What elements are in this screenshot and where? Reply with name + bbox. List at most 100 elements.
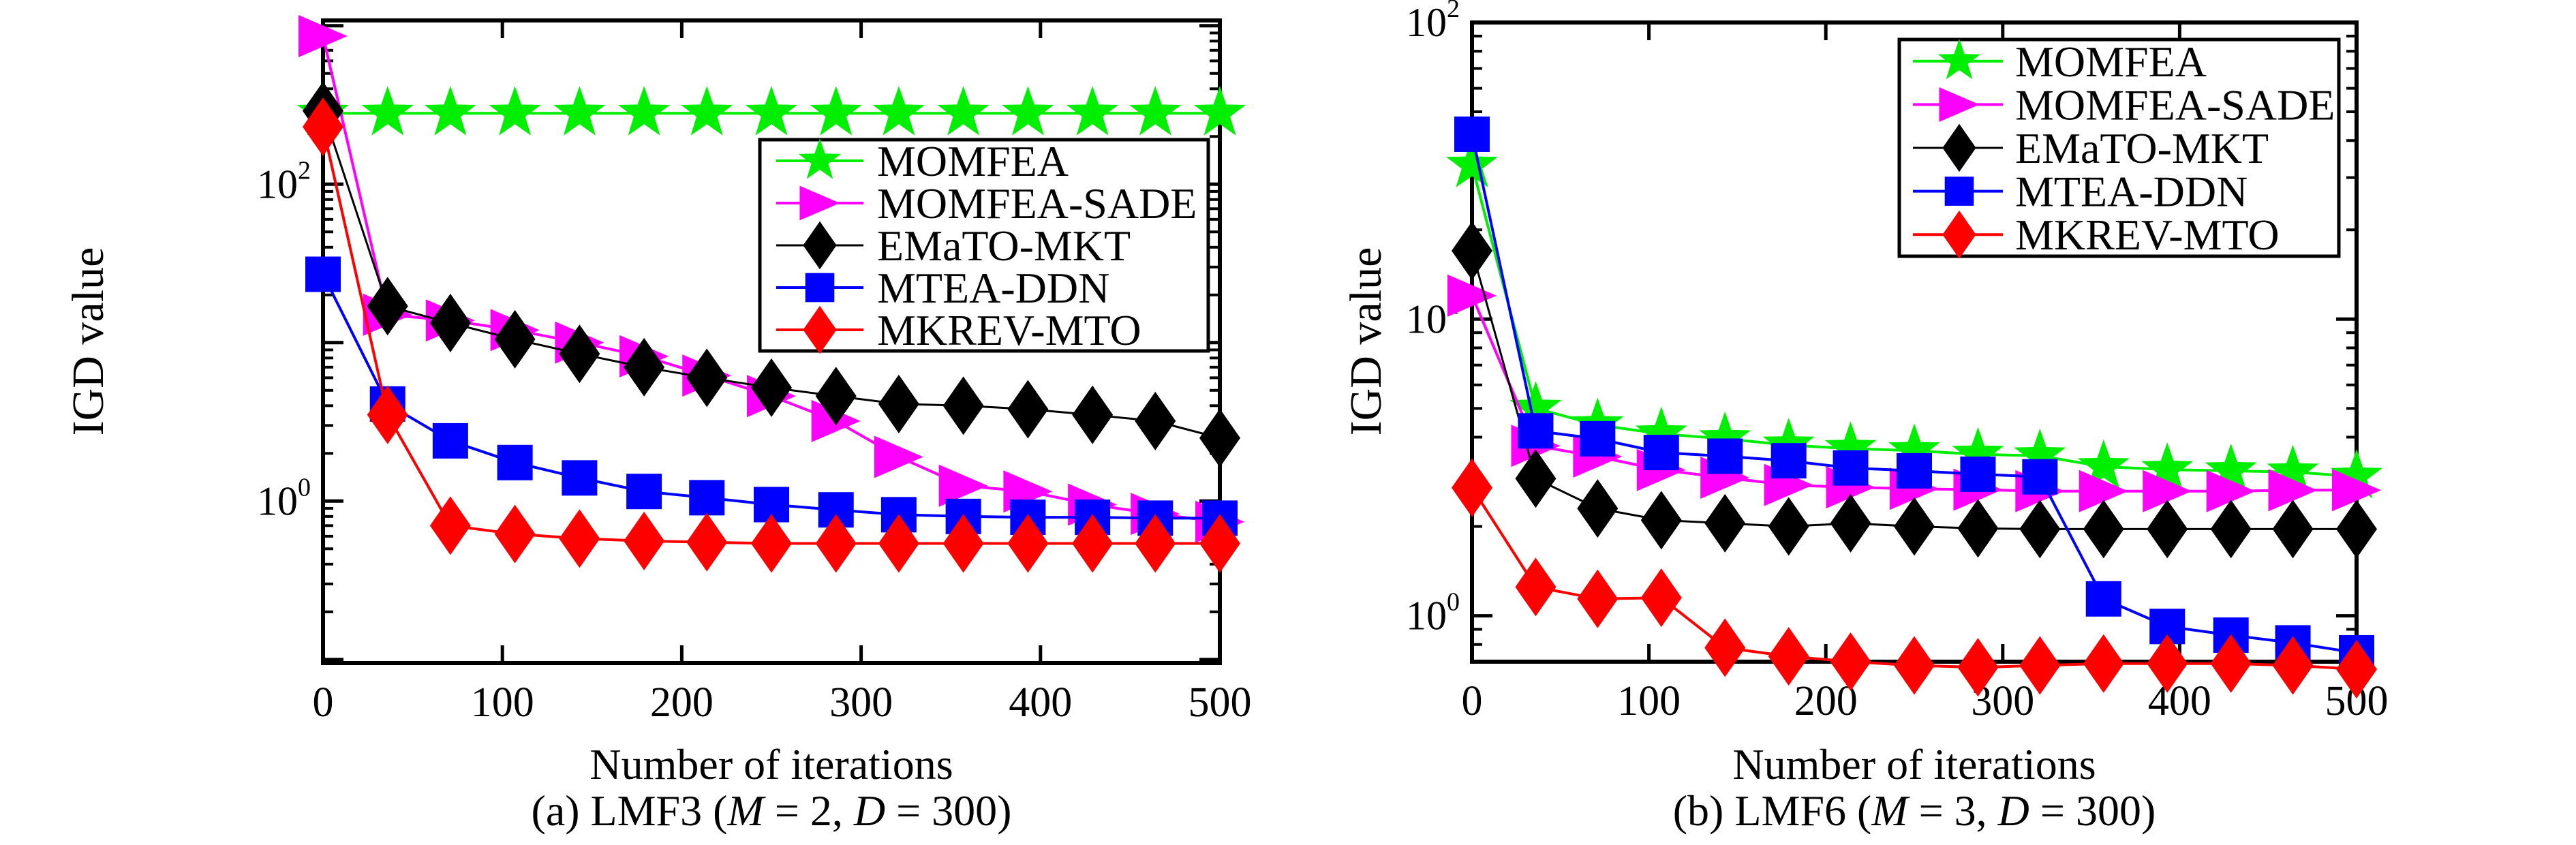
legend-label: MOMFEA [877,137,1069,185]
diamond-marker-icon [2336,500,2377,559]
square-marker-icon [1770,443,1807,479]
legend-label: MTEA-DDN [877,264,1109,312]
diamond-marker-icon [1135,514,1176,573]
legend-label: MKREV-MTO [2015,211,2280,259]
caption-text: = 300) [2029,786,2156,835]
diamond-marker-icon [2147,634,2188,693]
diamond-marker-icon [494,504,536,564]
caption-text: M [1871,786,1908,835]
x-tick-label: 400 [2148,678,2211,724]
triangle-right-marker-icon [2332,469,2381,512]
triangle-right-marker-icon [2268,469,2318,512]
star-marker-icon [1509,381,1562,431]
diamond-marker-icon [1452,458,1492,517]
legend: MOMFEAMOMFEA-SADEEMaTO-MKTMTEA-DDNMKREV-… [758,137,1210,354]
y-tick-label: 100 [1406,588,1460,639]
legend-label: EMaTO-MKT [877,221,1131,270]
star-marker-icon [1762,418,1815,467]
star-marker-icon [361,86,414,136]
triangle-right-marker-icon [2143,470,2192,512]
triangle-right-marker-icon [1939,87,1980,122]
diamond-marker-icon [803,221,837,270]
y-tick-label: 102 [1406,0,1460,45]
x-tick-label: 500 [1189,679,1252,726]
subcaption-b: (b) LMF6 (M = 3, D = 300) [1673,786,2156,836]
square-marker-icon [1897,452,1932,489]
triangle-right-marker-icon [298,15,348,58]
square-marker-icon [805,273,835,303]
star-marker-icon [1446,138,1498,187]
diamond-marker-icon [686,512,728,572]
x-tick-label: 400 [1009,679,1072,726]
diamond-marker-icon [878,374,919,433]
diamond-marker-icon [367,277,408,336]
series-MOMFEA [1446,138,2382,499]
diamond-marker-icon [1894,636,1935,695]
star-marker-icon [1194,86,1246,136]
square-marker-icon [1944,176,1974,206]
x-tick-label: 0 [313,679,334,726]
diamond-marker-icon [942,514,984,573]
diamond-marker-icon [1199,514,1240,573]
diamond-marker-icon [1704,493,1746,553]
square-marker-icon [1580,420,1616,457]
star-marker-icon [1129,86,1182,136]
diamond-marker-icon [2019,636,2061,695]
diamond-marker-icon [367,385,408,444]
star-marker-icon [489,86,541,136]
diamond-marker-icon [2272,636,2314,695]
diamond-marker-icon [624,511,665,570]
diamond-marker-icon [2272,500,2314,559]
x-axis-label-a: Number of iterations [589,740,953,788]
series-EMaTO-MKT [303,81,1240,467]
diamond-marker-icon [686,348,728,408]
diamond-marker-icon [559,509,600,568]
star-marker-icon [810,86,862,136]
square-marker-icon [305,256,341,292]
square-marker-icon [562,460,598,496]
caption-text: = 300) [885,786,1012,835]
star-marker-icon [1937,39,1981,80]
diamond-marker-icon [1577,569,1619,628]
diamond-marker-icon [1199,408,1240,467]
diamond-marker-icon [942,376,984,435]
diamond-marker-icon [2083,500,2124,559]
y-axis-label-a: IGD value [63,247,113,436]
x-tick-label: 0 [1462,678,1483,724]
triangle-right-marker-icon [799,185,840,221]
diamond-marker-icon [1640,568,1682,628]
square-marker-icon [2022,459,2058,495]
diamond-marker-icon [2210,634,2252,693]
square-marker-icon [1960,456,1996,492]
diamond-marker-icon [1072,385,1114,444]
star-marker-icon [681,86,733,136]
caption-text: (a) LMF3 ( [531,786,728,835]
diamond-marker-icon [1957,638,1999,697]
caption-text: = 2, [763,786,854,835]
diamond-marker-icon [803,305,837,354]
square-marker-icon [2085,581,2121,617]
diamond-marker-icon [878,514,919,573]
chart-a: 0 100 200 300 400 500 102 100 MOMFEAMOMFEA-SADEE… [257,15,1252,726]
triangle-right-marker-icon [1447,274,1497,317]
square-marker-icon [1643,435,1679,471]
diamond-marker-icon [1007,514,1049,573]
square-marker-icon [497,444,533,480]
diamond-marker-icon [1007,380,1049,439]
triangle-right-marker-icon [2079,470,2128,512]
diamond-marker-icon [751,358,792,417]
diamond-marker-icon [1957,499,1999,558]
triangle-right-marker-icon [874,435,923,478]
star-marker-icon [2331,449,2382,499]
x-axis-label-b: Number of iterations [1732,740,2096,788]
diamond-marker-icon [624,337,665,397]
diamond-marker-icon [815,367,857,426]
diamond-marker-icon [1135,391,1176,450]
series-EMaTO-MKT [1452,221,2377,559]
diamond-marker-icon [2019,500,2061,559]
star-marker-icon [872,86,925,136]
triangle-right-marker-icon [2206,470,2256,512]
diamond-marker-icon [1515,557,1557,617]
caption-text: = 3, [1907,786,1998,835]
subcaption-a: (a) LMF3 (M = 2, D = 300) [532,786,1012,836]
